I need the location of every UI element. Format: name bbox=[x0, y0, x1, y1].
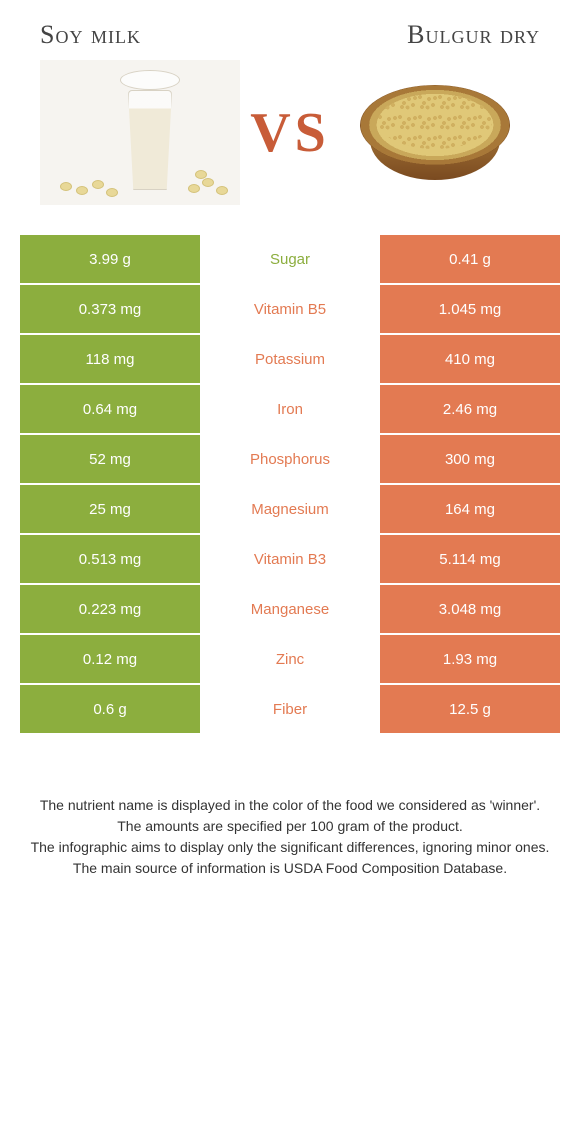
footnote-line: The nutrient name is displayed in the co… bbox=[30, 795, 550, 816]
left-value: 118 mg bbox=[20, 335, 200, 383]
left-value: 52 mg bbox=[20, 435, 200, 483]
right-value: 1.93 mg bbox=[380, 635, 560, 683]
footnote-line: The infographic aims to display only the… bbox=[30, 837, 550, 858]
left-value: 0.373 mg bbox=[20, 285, 200, 333]
left-value: 0.513 mg bbox=[20, 535, 200, 583]
left-value: 25 mg bbox=[20, 485, 200, 533]
footnote-line: The main source of information is USDA F… bbox=[30, 858, 550, 879]
left-value: 3.99 g bbox=[20, 235, 200, 283]
right-value: 300 mg bbox=[380, 435, 560, 483]
right-value: 1.045 mg bbox=[380, 285, 560, 333]
nutrient-row: 0.373 mgVitamin B51.045 mg bbox=[20, 285, 560, 335]
header: Soy milk Bulgur dry bbox=[0, 0, 580, 60]
nutrient-row: 0.64 mgIron2.46 mg bbox=[20, 385, 560, 435]
nutrient-label: Fiber bbox=[200, 685, 380, 733]
vs-label: VS bbox=[250, 101, 330, 165]
right-value: 5.114 mg bbox=[380, 535, 560, 583]
nutrient-label: Manganese bbox=[200, 585, 380, 633]
left-value: 0.12 mg bbox=[20, 635, 200, 683]
nutrient-label: Sugar bbox=[200, 235, 380, 283]
right-value: 0.41 g bbox=[380, 235, 560, 283]
left-value: 0.6 g bbox=[20, 685, 200, 733]
nutrient-row: 0.223 mgManganese3.048 mg bbox=[20, 585, 560, 635]
nutrient-row: 25 mgMagnesium164 mg bbox=[20, 485, 560, 535]
nutrient-row: 0.12 mgZinc1.93 mg bbox=[20, 635, 560, 685]
footnote-line: The amounts are specified per 100 gram o… bbox=[30, 816, 550, 837]
vs-row: VS bbox=[0, 60, 580, 235]
nutrient-row: 118 mgPotassium410 mg bbox=[20, 335, 560, 385]
nutrient-label: Vitamin B3 bbox=[200, 535, 380, 583]
nutrient-label: Potassium bbox=[200, 335, 380, 383]
nutrient-row: 3.99 gSugar0.41 g bbox=[20, 235, 560, 285]
right-food-title: Bulgur dry bbox=[407, 20, 540, 50]
nutrient-label: Magnesium bbox=[200, 485, 380, 533]
nutrient-label: Vitamin B5 bbox=[200, 285, 380, 333]
nutrient-table: 3.99 gSugar0.41 g0.373 mgVitamin B51.045… bbox=[0, 235, 580, 735]
left-food-title: Soy milk bbox=[40, 20, 141, 50]
left-value: 0.223 mg bbox=[20, 585, 200, 633]
right-value: 410 mg bbox=[380, 335, 560, 383]
footnotes: The nutrient name is displayed in the co… bbox=[0, 735, 580, 879]
left-value: 0.64 mg bbox=[20, 385, 200, 433]
right-value: 2.46 mg bbox=[380, 385, 560, 433]
right-value: 3.048 mg bbox=[380, 585, 560, 633]
right-value: 12.5 g bbox=[380, 685, 560, 733]
nutrient-label: Iron bbox=[200, 385, 380, 433]
right-value: 164 mg bbox=[380, 485, 560, 533]
nutrient-label: Zinc bbox=[200, 635, 380, 683]
nutrient-row: 0.6 gFiber12.5 g bbox=[20, 685, 560, 735]
nutrient-row: 0.513 mgVitamin B35.114 mg bbox=[20, 535, 560, 585]
nutrient-row: 52 mgPhosphorus300 mg bbox=[20, 435, 560, 485]
nutrient-label: Phosphorus bbox=[200, 435, 380, 483]
soy-milk-image bbox=[40, 60, 240, 205]
bulgur-image bbox=[340, 60, 540, 205]
